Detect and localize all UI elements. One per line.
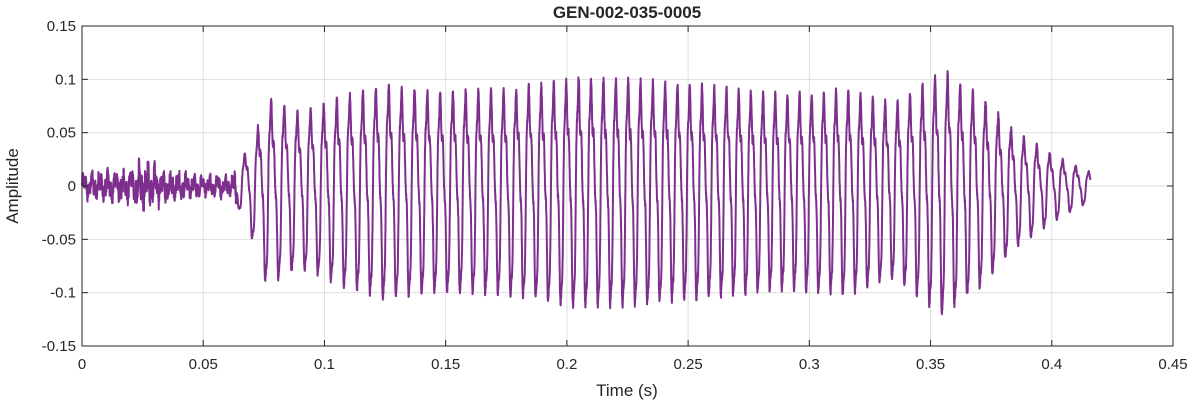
x-tick-label: 0.45 xyxy=(1158,356,1187,373)
y-tick-label: 0.05 xyxy=(47,125,76,142)
signal-trace xyxy=(81,70,1092,316)
chart-title: GEN-002-035-0005 xyxy=(553,3,701,22)
y-tick-label: 0.15 xyxy=(47,18,76,35)
x-tick-label: 0.35 xyxy=(916,356,945,373)
y-axis-label: Amplitude xyxy=(3,148,22,224)
x-tick-label: 0.05 xyxy=(189,356,218,373)
x-tick-label: 0.3 xyxy=(799,356,820,373)
x-tick-label: 0 xyxy=(78,356,86,373)
y-tick-label: -0.1 xyxy=(50,285,76,302)
series-line xyxy=(81,70,1092,316)
x-tick-label: 0.2 xyxy=(556,356,577,373)
x-tick-label: 0.25 xyxy=(674,356,703,373)
x-tick-label: 0.1 xyxy=(314,356,335,373)
x-tick-label: 0.15 xyxy=(431,356,460,373)
y-axis-ticks: -0.15 -0.1 -0.05 0 0.05 0.1 0.15 xyxy=(42,18,1173,355)
x-axis-label: Time (s) xyxy=(596,381,658,400)
y-tick-label: -0.15 xyxy=(42,338,76,355)
y-tick-label: 0.1 xyxy=(55,71,76,88)
y-tick-label: 0 xyxy=(68,178,76,195)
y-tick-label: -0.05 xyxy=(42,231,76,248)
x-tick-label: 0.4 xyxy=(1041,356,1062,373)
x-axis-ticks: 0 0.05 0.1 0.15 0.2 0.25 0.3 0.35 0.4 0.45 xyxy=(78,26,1188,373)
